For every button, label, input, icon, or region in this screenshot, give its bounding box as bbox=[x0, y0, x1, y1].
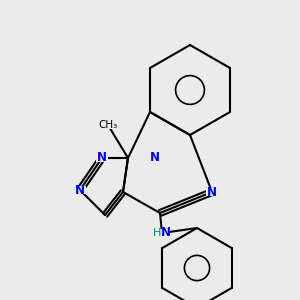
Text: CH₃: CH₃ bbox=[98, 120, 118, 130]
FancyBboxPatch shape bbox=[154, 229, 170, 238]
FancyBboxPatch shape bbox=[149, 154, 161, 162]
FancyBboxPatch shape bbox=[206, 188, 218, 196]
FancyBboxPatch shape bbox=[96, 154, 108, 162]
Text: N: N bbox=[207, 185, 217, 199]
FancyBboxPatch shape bbox=[74, 186, 86, 194]
Text: N: N bbox=[97, 152, 107, 164]
Text: N: N bbox=[75, 184, 85, 196]
Text: N: N bbox=[160, 226, 171, 239]
Text: N: N bbox=[150, 152, 160, 164]
FancyBboxPatch shape bbox=[100, 121, 116, 129]
Text: H: H bbox=[152, 228, 161, 238]
